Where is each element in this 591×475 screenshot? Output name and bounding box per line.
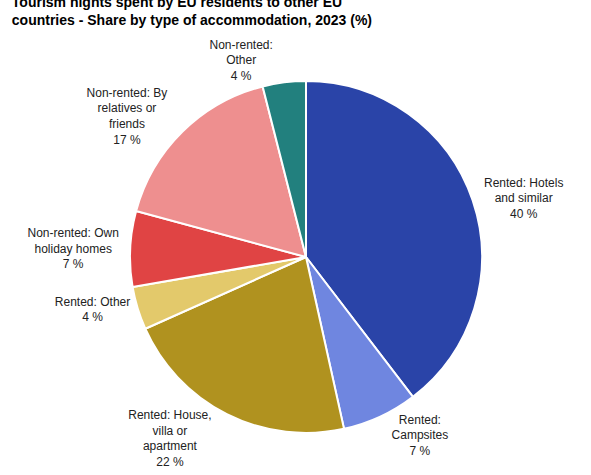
svg-text:Non-rented: Ownholiday homes7: Non-rented: Ownholiday homes7 % (28, 226, 119, 271)
svg-text:Rented: House,villa orapartmen: Rented: House,villa orapartment22 % (128, 408, 211, 469)
svg-text:Rented: Hotelsand similar40 %: Rented: Hotelsand similar40 % (484, 176, 563, 221)
svg-text:Rented: Other4 %: Rented: Other4 % (55, 295, 130, 325)
svg-text:Tourism nights spent by EU res: Tourism nights spent by EU residents to … (12, 0, 372, 28)
svg-text:Non-rented:Other4 %: Non-rented:Other4 % (209, 38, 272, 83)
svg-text:Non-rented: Byrelatives orfrie: Non-rented: Byrelatives orfriends17 % (87, 86, 168, 147)
svg-text:Rented:Campsites7 %: Rented:Campsites7 % (392, 413, 449, 458)
